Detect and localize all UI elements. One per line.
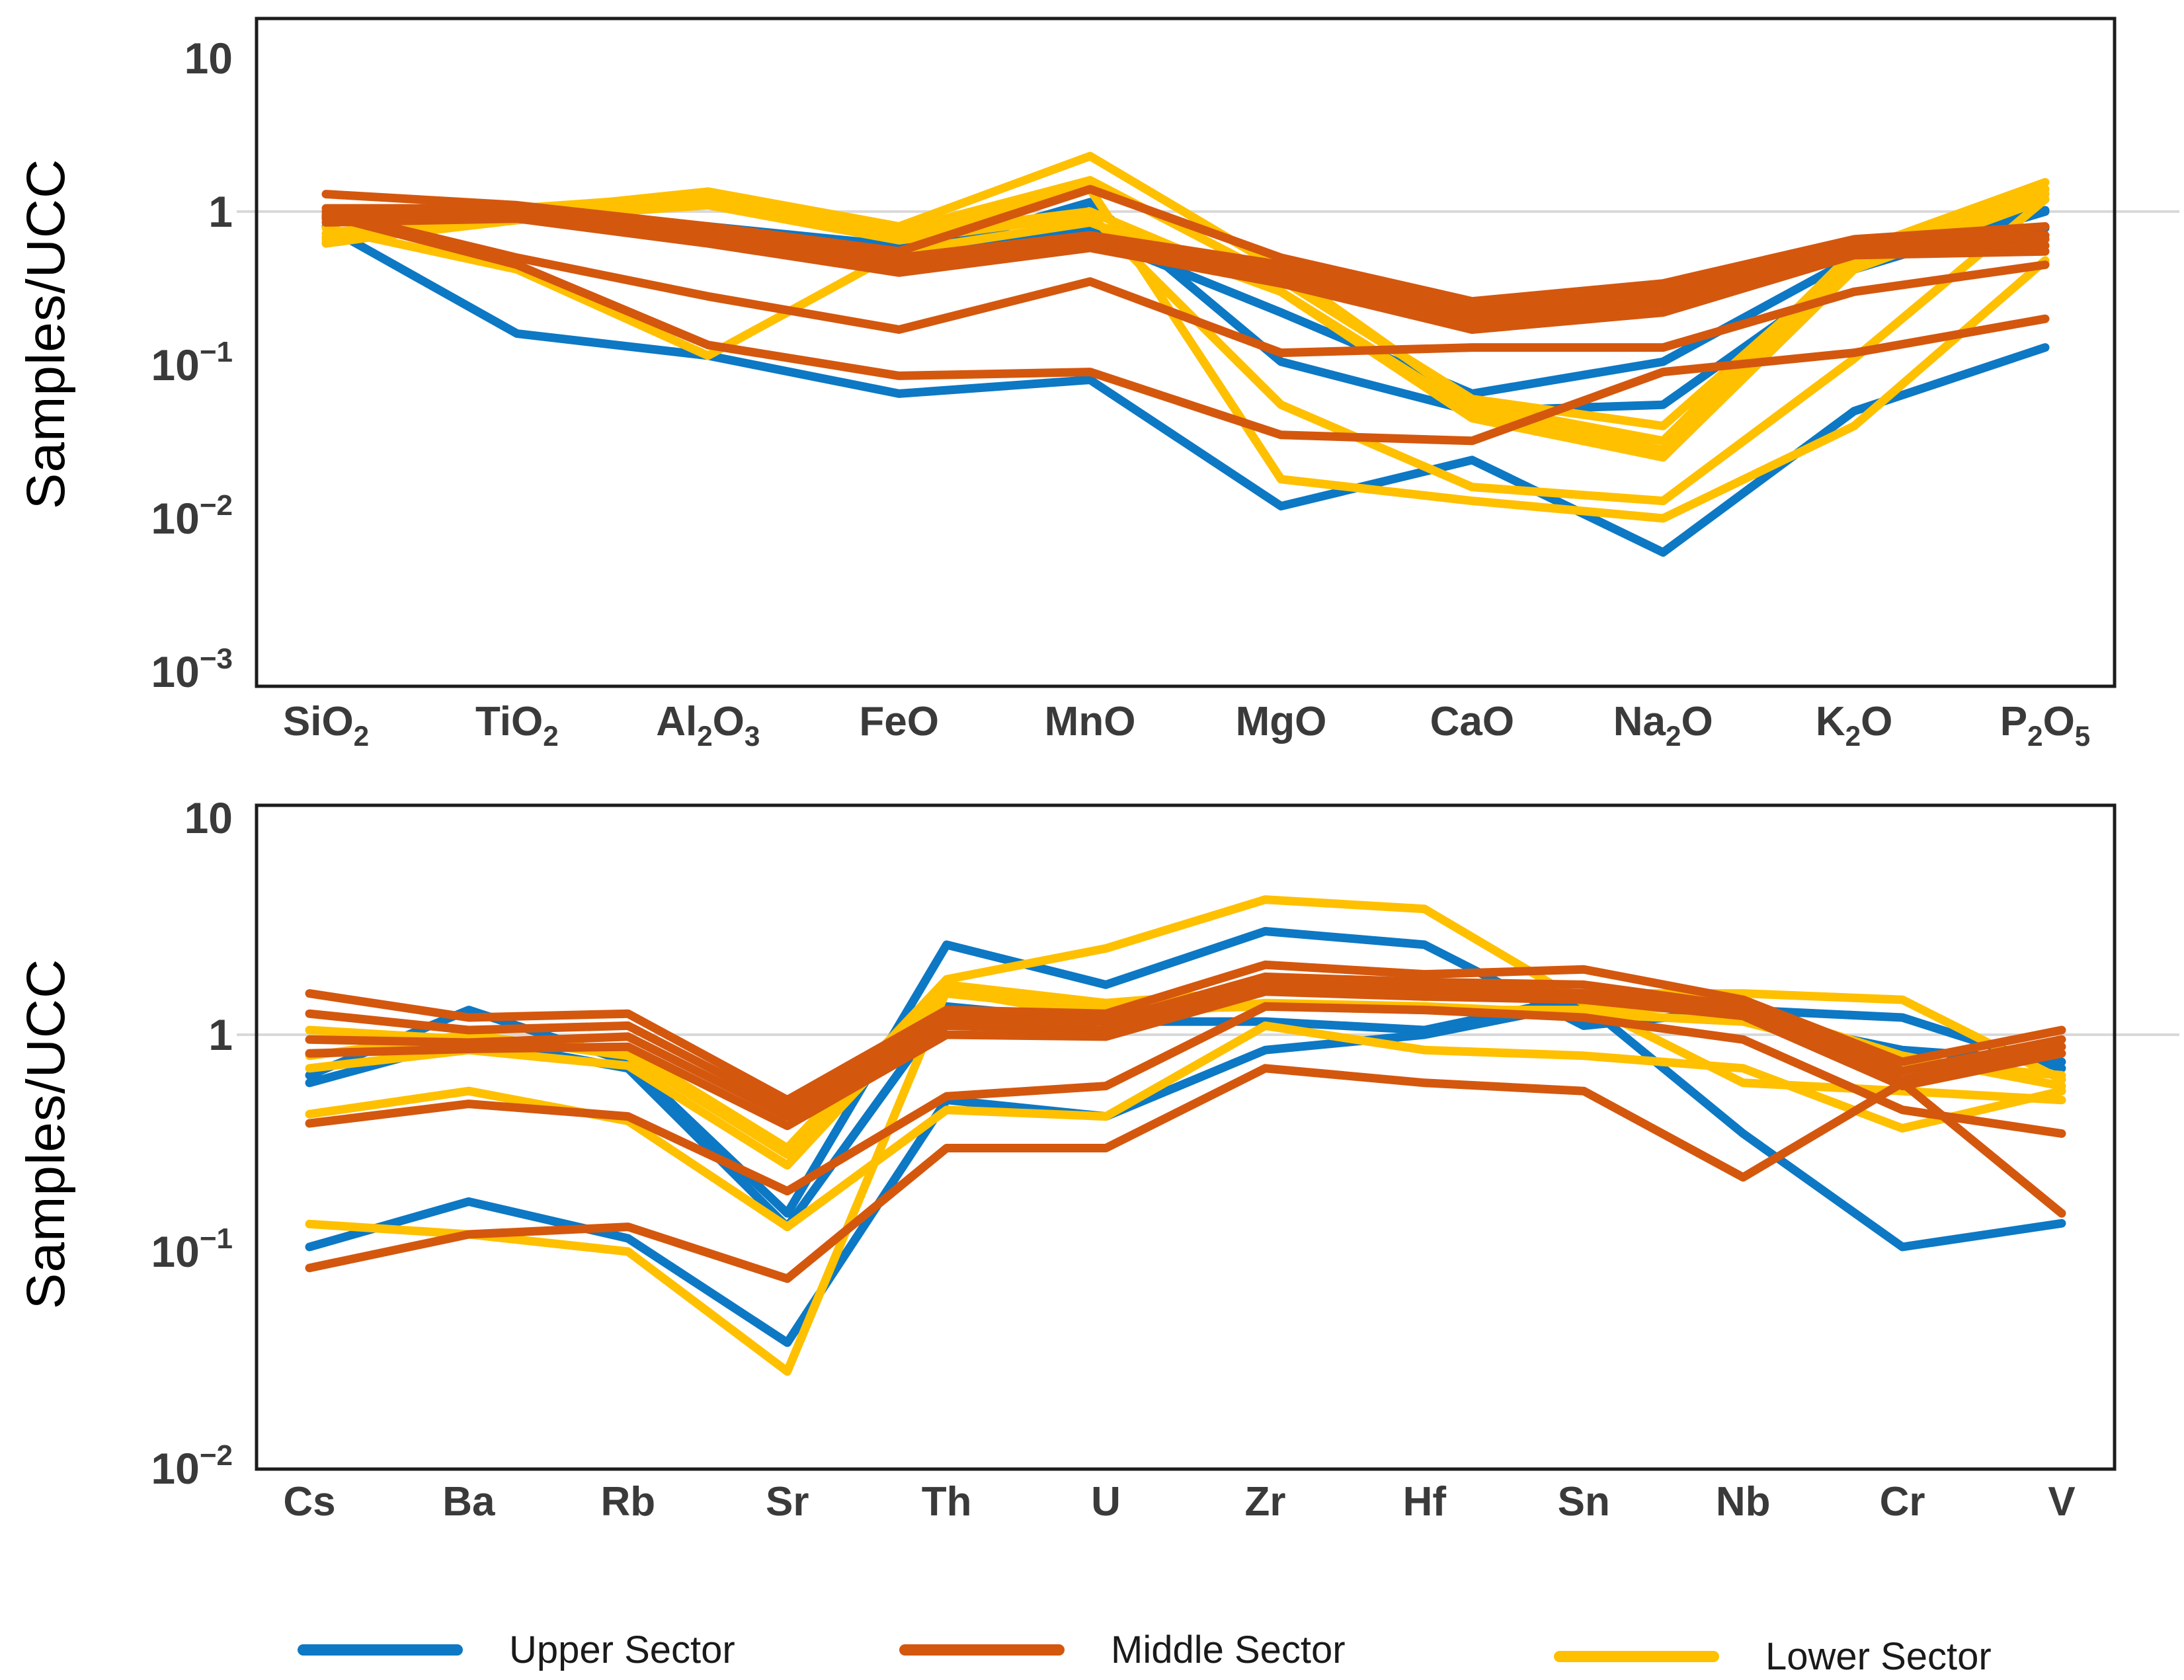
x-category-label-sn: Sn bbox=[1558, 1479, 1610, 1525]
y-tick-label: 1 bbox=[208, 1010, 233, 1059]
x-category-label-hf: Hf bbox=[1403, 1479, 1447, 1525]
x-category-label-sio2: SiO2​ bbox=[283, 699, 369, 752]
x-category-label-cr: Cr bbox=[1880, 1479, 1925, 1525]
middle-sector-series bbox=[321, 184, 2050, 446]
middle-sample-line-4 bbox=[305, 1002, 2066, 1196]
top-chart-y-axis-label: Samples/UCC bbox=[16, 158, 76, 510]
x-category-label-al2o3: Al2​O3​ bbox=[656, 699, 760, 752]
lower-sector-series bbox=[305, 895, 2066, 1376]
upper-sample-line-0 bbox=[321, 222, 2050, 557]
y-tick-label: 10−1 bbox=[151, 1222, 233, 1276]
x-category-label-tio2: TiO2​ bbox=[475, 699, 559, 752]
x-category-label-u: U bbox=[1091, 1479, 1121, 1525]
x-category-label-v: V bbox=[2048, 1479, 2075, 1525]
lower-sample-line-1 bbox=[321, 176, 2050, 430]
bottom-chart-y-axis-label: Samples/UCC bbox=[16, 958, 76, 1310]
upper-sector-line-swatch bbox=[298, 1644, 463, 1656]
middle-sample-line-2 bbox=[305, 980, 2066, 1121]
plot-frame bbox=[255, 17, 2117, 688]
middle-sector-series bbox=[305, 960, 2066, 1283]
y-tick-label: 10−2 bbox=[151, 489, 233, 543]
x-category-label-feo: FeO bbox=[859, 699, 939, 744]
x-category-label-mgo: MgO bbox=[1236, 699, 1327, 744]
y-tick-label: 1 bbox=[208, 187, 233, 236]
legend-label-middle-sector: Middle Sector bbox=[1111, 1628, 1346, 1671]
top-chart: 10 1 10−1 10−2 10−3 SiO2​ TiO2​ Al2​O3​ FeO MnO Mg… bbox=[151, 17, 2179, 752]
bottom-chart: 10 1 10−1 10−2 Cs Ba Rb Sr Th U Zr Hf Sn Nb Cr V bbox=[151, 793, 2179, 1525]
middle-sample-line-0 bbox=[305, 960, 2066, 1105]
y-tick-label: 10 bbox=[184, 793, 233, 842]
x-category-label-cao: CaO bbox=[1430, 699, 1514, 744]
middle-sample-line-1 bbox=[305, 972, 2066, 1113]
x-category-label-nb: Nb bbox=[1716, 1479, 1771, 1525]
middle-sector-line-swatch bbox=[899, 1644, 1065, 1656]
y-tick-label: 10 bbox=[184, 34, 233, 83]
legend-label-upper-sector: Upper Sector bbox=[509, 1628, 735, 1671]
lower-sample-line-5 bbox=[321, 184, 2050, 523]
legend-item-lower-sector: Lower Sector bbox=[1554, 1634, 1992, 1679]
x-category-label-p2o5: P2​O5​ bbox=[2000, 699, 2091, 752]
middle-sample-line-5 bbox=[321, 207, 2050, 358]
x-category-label-zr: Zr bbox=[1244, 1479, 1285, 1525]
x-category-label-ba: Ba bbox=[442, 1479, 495, 1525]
x-category-label-th: Th bbox=[922, 1479, 972, 1525]
plot-frame bbox=[255, 803, 2117, 1471]
legend-item-middle-sector: Middle Sector bbox=[899, 1628, 1346, 1672]
x-category-label-sr: Sr bbox=[766, 1479, 809, 1525]
middle-sample-line-5 bbox=[305, 1064, 2066, 1283]
y-tick-label: 10−3 bbox=[151, 643, 233, 696]
middle-sample-line-6 bbox=[321, 210, 2050, 446]
middle-sample-line-4 bbox=[321, 214, 2050, 334]
legend-label-lower-sector: Lower Sector bbox=[1765, 1635, 1992, 1678]
lower-sector-line-swatch bbox=[1554, 1651, 1719, 1662]
x-category-label-mno: MnO bbox=[1045, 699, 1136, 744]
legend: Upper Sector Middle Sector Lower Sector bbox=[0, 1607, 2184, 1679]
x-category-label-na2o: Na2​O bbox=[1613, 699, 1713, 752]
y-tick-label: 10−1 bbox=[151, 336, 233, 389]
x-category-label-cs: Cs bbox=[283, 1479, 335, 1525]
y-tick-label: 10−2 bbox=[151, 1439, 233, 1493]
middle-sample-line-3 bbox=[305, 987, 2066, 1131]
middle-sample-line-3 bbox=[321, 210, 2050, 327]
x-category-label-k2o: K2​O bbox=[1816, 699, 1892, 752]
x-category-label-rb: Rb bbox=[600, 1479, 655, 1525]
legend-item-upper-sector: Upper Sector bbox=[298, 1628, 735, 1672]
